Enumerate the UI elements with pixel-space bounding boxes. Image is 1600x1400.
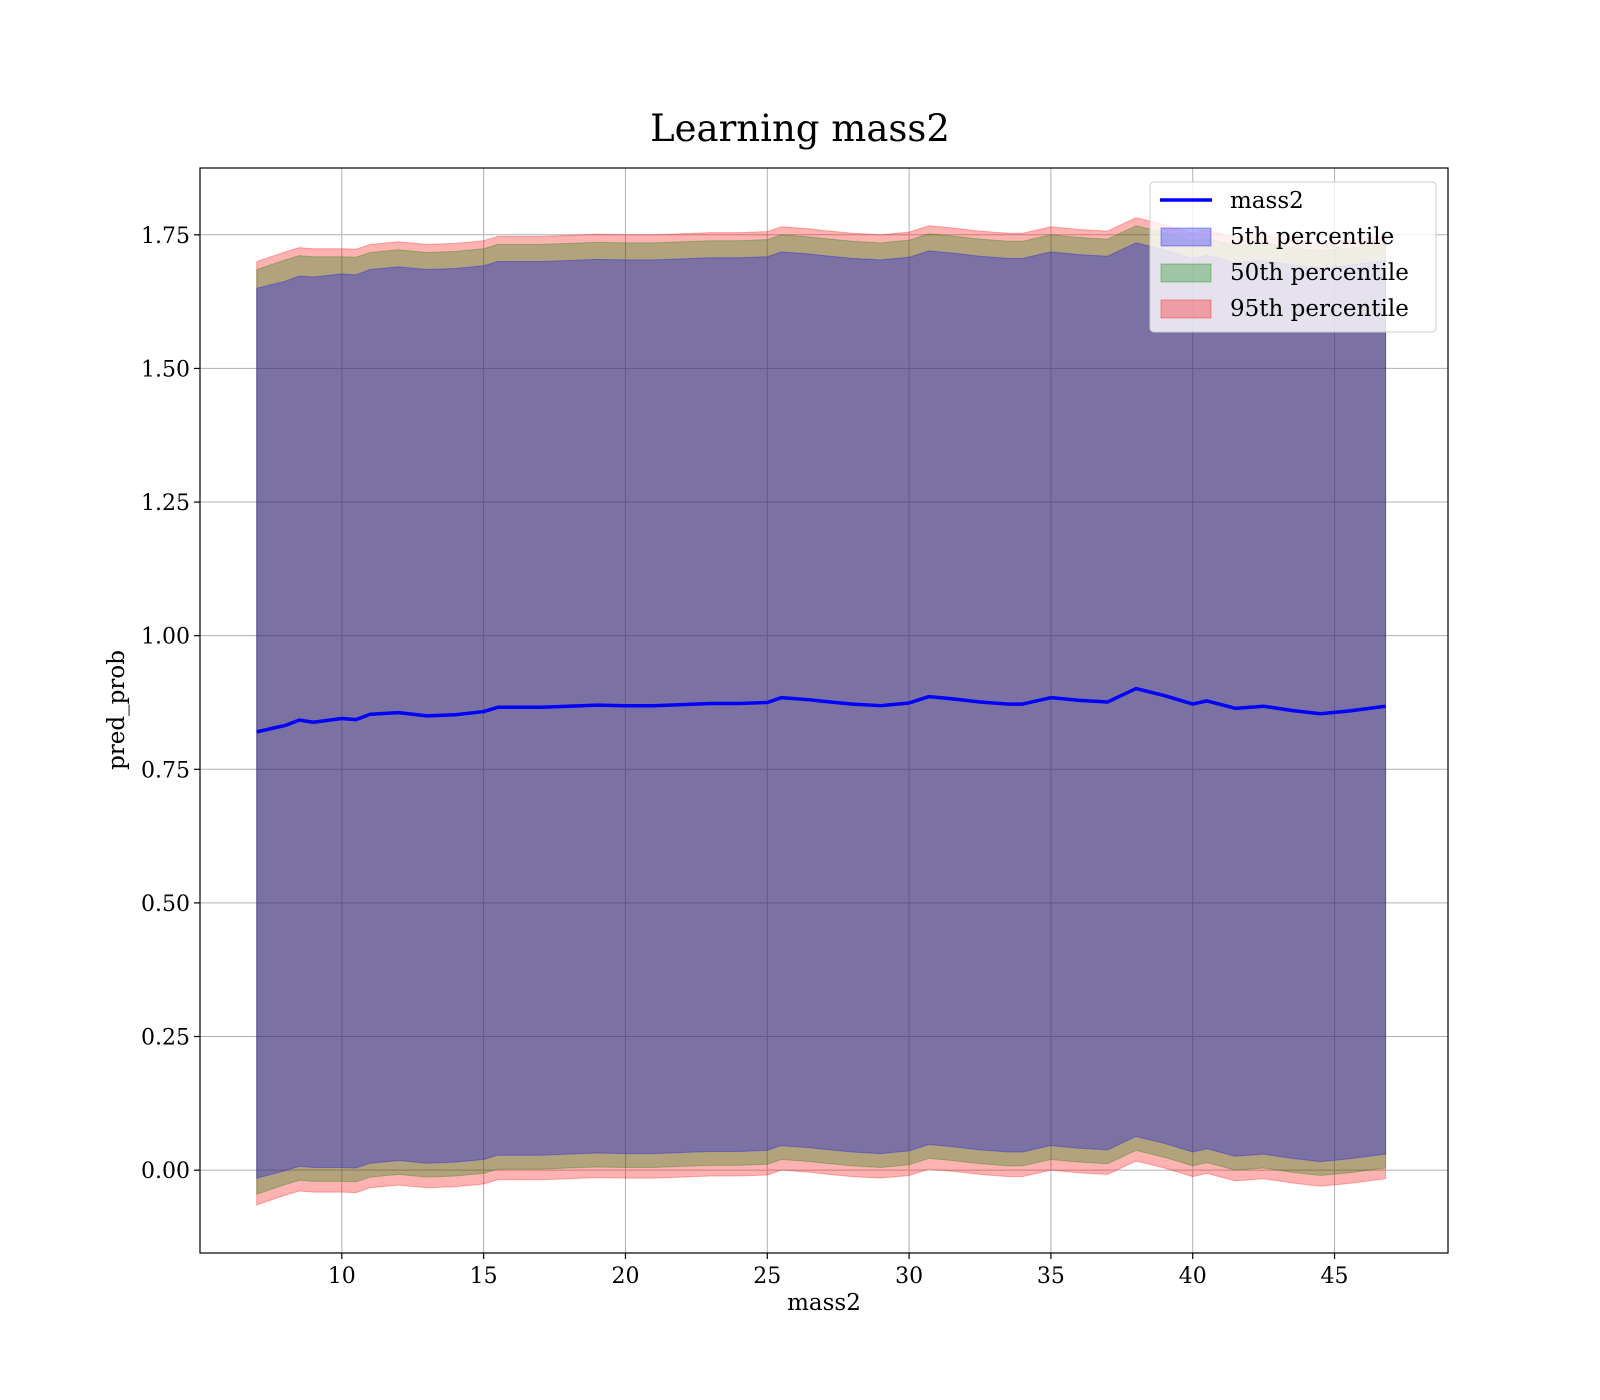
legend-label-mass2: mass2 <box>1230 188 1304 214</box>
legend-swatch-95th-percentile <box>1160 299 1212 319</box>
band-5th-percentile <box>256 242 1387 1179</box>
series-line-mass2 <box>256 686 1386 734</box>
band-95th-percentile <box>256 217 1387 1206</box>
legend-box <box>1149 181 1437 333</box>
plot-background <box>200 168 1448 1253</box>
y-tick-label: 1.25 <box>141 491 190 516</box>
legend: mass2 5th percentile 50th percentile 95th p… <box>1149 181 1437 333</box>
legend-label-95th-percentile: 95th percentile <box>1230 296 1409 322</box>
series-lines <box>256 686 1386 734</box>
x-tick-label: 40 <box>1179 1264 1207 1289</box>
x-axis: 10 15 20 25 30 35 40 45 <box>328 1253 1349 1289</box>
plot-area <box>199 167 1449 1254</box>
x-tick-label: 30 <box>895 1264 923 1289</box>
y-tick-label: 0.50 <box>141 892 190 917</box>
legend-swatch-5th-percentile <box>1160 227 1212 247</box>
plot-frame <box>199 167 1449 1254</box>
band-50th-percentile <box>256 225 1387 1195</box>
y-tick-label: 0.00 <box>141 1159 190 1184</box>
x-tick-label: 10 <box>328 1264 356 1289</box>
x-tick-label: 20 <box>611 1264 639 1289</box>
x-tick-label: 45 <box>1321 1264 1349 1289</box>
y-tick-label: 0.25 <box>141 1026 190 1051</box>
legend-label-50th-percentile: 50th percentile <box>1230 260 1409 286</box>
x-tick-label: 15 <box>470 1264 498 1289</box>
legend-swatch-50th-percentile <box>1160 263 1212 283</box>
chart-title: Learning mass2 <box>650 107 950 150</box>
percentile-bands <box>256 217 1387 1206</box>
y-tick-label: 1.75 <box>141 224 190 249</box>
x-axis-label: mass2 <box>787 1290 861 1316</box>
y-axis: 0.00 0.25 0.50 0.75 1.00 1.25 1.50 1.75 <box>141 224 200 1184</box>
y-tick-label: 1.50 <box>141 357 190 382</box>
y-axis-label: pred_prob <box>104 650 130 770</box>
legend-label-5th-percentile: 5th percentile <box>1230 224 1394 250</box>
y-tick-label: 1.00 <box>141 625 190 650</box>
y-tick-label: 0.75 <box>141 758 190 783</box>
x-tick-label: 35 <box>1037 1264 1065 1289</box>
x-tick-label: 25 <box>753 1264 781 1289</box>
